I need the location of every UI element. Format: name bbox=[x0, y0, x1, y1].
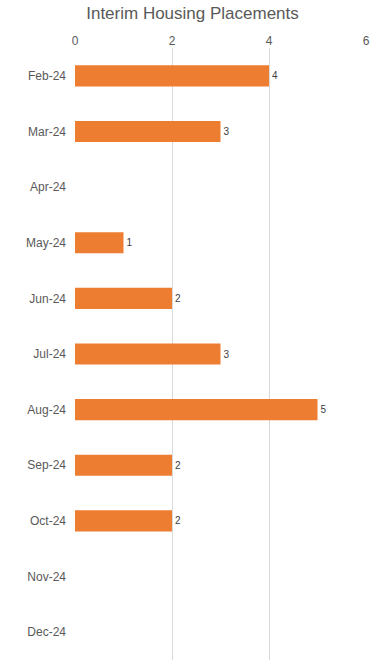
svg-text:Mar-24: Mar-24 bbox=[28, 125, 66, 139]
svg-text:Nov-24: Nov-24 bbox=[27, 570, 66, 584]
svg-text:2: 2 bbox=[169, 34, 176, 48]
svg-text:0: 0 bbox=[72, 34, 79, 48]
svg-text:2: 2 bbox=[175, 515, 181, 526]
svg-text:Oct-24: Oct-24 bbox=[30, 514, 66, 528]
svg-text:6: 6 bbox=[363, 34, 370, 48]
svg-text:5: 5 bbox=[321, 404, 327, 415]
svg-text:3: 3 bbox=[224, 349, 230, 360]
svg-text:Jun-24: Jun-24 bbox=[29, 292, 66, 306]
svg-text:1: 1 bbox=[127, 237, 133, 248]
svg-text:May-24: May-24 bbox=[26, 236, 66, 250]
svg-text:Apr-24: Apr-24 bbox=[30, 180, 66, 194]
svg-text:Jul-24: Jul-24 bbox=[33, 347, 66, 361]
svg-text:Dec-24: Dec-24 bbox=[27, 625, 66, 639]
svg-text:2: 2 bbox=[175, 293, 181, 304]
svg-text:Interim Housing Placements: Interim Housing Placements bbox=[86, 4, 299, 23]
svg-text:Sep-24: Sep-24 bbox=[27, 458, 66, 472]
svg-text:2: 2 bbox=[175, 460, 181, 471]
svg-text:Feb-24: Feb-24 bbox=[28, 69, 66, 83]
svg-text:4: 4 bbox=[272, 70, 278, 81]
svg-text:4: 4 bbox=[266, 34, 273, 48]
svg-text:Aug-24: Aug-24 bbox=[27, 403, 66, 417]
svg-text:3: 3 bbox=[224, 126, 230, 137]
